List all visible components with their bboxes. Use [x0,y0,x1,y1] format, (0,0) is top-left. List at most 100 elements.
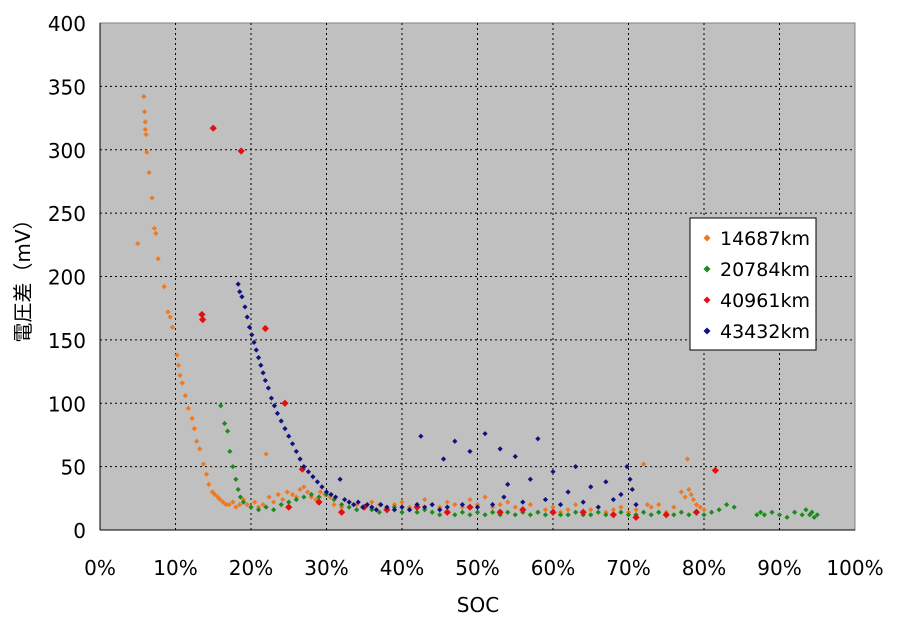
data-point-series-2 [588,512,594,518]
data-point-series-4 [627,476,633,482]
data-point-series-2 [278,502,284,508]
data-point-series-2 [784,514,790,520]
data-point-series-1 [197,446,203,452]
data-point-series-4 [535,436,541,442]
data-point-series-2 [227,448,233,455]
data-point-series-4 [246,324,253,330]
data-point-series-2 [255,507,262,513]
data-point-series-2 [731,504,737,510]
data-point-series-4 [310,474,316,480]
data-point-series-2 [535,509,541,515]
data-point-series-4 [474,504,481,510]
data-point-series-1 [327,494,333,500]
data-point-series-2 [625,512,632,518]
data-point-series-1 [146,169,152,176]
data-point-series-2 [671,512,677,518]
data-point-series-1 [671,504,677,510]
data-point-series-1 [550,504,556,510]
legend-marker [703,265,711,273]
data-point-series-4 [237,289,243,295]
legend-label: 14687km [720,228,810,250]
data-point-series-3 [549,508,557,516]
data-point-series-1 [153,230,159,237]
legend-marker [703,296,711,304]
data-point-series-3 [209,124,217,132]
data-point-series-1 [688,491,694,498]
data-point-series-2 [467,512,473,518]
data-point-series-3 [579,508,587,516]
data-point-series-1 [177,372,183,378]
data-point-series-1 [142,119,148,125]
data-point-series-1 [167,314,173,320]
data-point-series-3 [285,503,293,511]
data-point-series-3 [519,506,527,514]
data-point-series-1 [263,451,269,457]
data-point-series-1 [191,426,197,432]
legend-marker [703,234,711,242]
data-point-series-3 [692,508,701,516]
data-point-series-2 [354,507,360,513]
data-point-series-4 [239,294,245,300]
data-point-series-1 [212,491,218,498]
data-point-series-4 [482,431,488,437]
data-point-series-4 [573,464,579,470]
legend-label: 43432km [720,321,810,343]
data-point-series-2 [224,428,231,434]
data-point-series-2 [308,491,314,498]
data-point-series-2 [218,403,224,409]
data-point-series-1 [244,502,250,508]
data-point-series-1 [149,195,155,201]
data-point-series-2 [716,507,722,513]
data-point-series-4 [580,499,586,505]
data-point-series-2 [595,509,601,515]
data-point-series-2 [474,509,481,515]
data-point-series-4 [289,441,296,447]
data-point-series-1 [144,149,150,155]
data-point-series-1 [189,415,195,422]
data-point-series-1 [284,489,290,495]
data-point-series-2 [271,507,277,513]
y-tick-label: 350 [48,75,86,99]
data-point-series-4 [244,314,250,320]
data-point-series-2 [235,486,241,493]
x-tick-label: 80% [682,556,726,580]
data-point-series-4 [565,489,571,495]
data-point-series-1 [223,502,229,508]
data-point-series-4 [378,502,384,508]
data-point-series-4 [527,476,533,482]
data-point-series-1 [141,93,147,100]
data-point-series-1 [497,502,503,508]
y-tick-label: 100 [48,392,86,416]
grid-lines [100,23,855,530]
data-point-series-2 [512,512,518,518]
data-point-series-1 [354,502,360,508]
data-point-series-1 [444,499,450,505]
data-point-series-4 [444,504,450,510]
data-point-series-4 [467,448,473,455]
data-point-series-4 [505,481,511,487]
data-point-series-3 [261,324,269,333]
data-point-series-2 [769,509,775,515]
data-point-series-1 [280,496,286,503]
data-point-series-2 [792,509,798,515]
data-point-series-4 [418,433,424,439]
data-point-series-1 [610,507,616,513]
data-point-series-1 [467,496,473,503]
data-point-series-4 [437,507,443,513]
data-point-series-2 [542,512,549,518]
data-point-series-1 [220,499,226,505]
y-tick-labels: 0 50 100 150 200 250 300 350 400 [48,12,86,543]
y-tick-label: 250 [48,202,86,226]
data-point-series-4 [629,486,635,493]
data-point-series-1 [155,256,161,262]
data-point-series-2 [686,512,692,518]
data-point-series-1 [297,486,303,493]
data-point-series-1 [399,499,405,505]
axes [99,23,855,531]
data-point-series-1 [289,491,296,498]
data-point-series-4 [520,499,526,505]
data-point-series-1 [573,502,579,508]
data-point-series-3 [609,511,617,519]
data-point-series-1 [143,131,149,138]
data-point-series-3 [496,508,504,516]
